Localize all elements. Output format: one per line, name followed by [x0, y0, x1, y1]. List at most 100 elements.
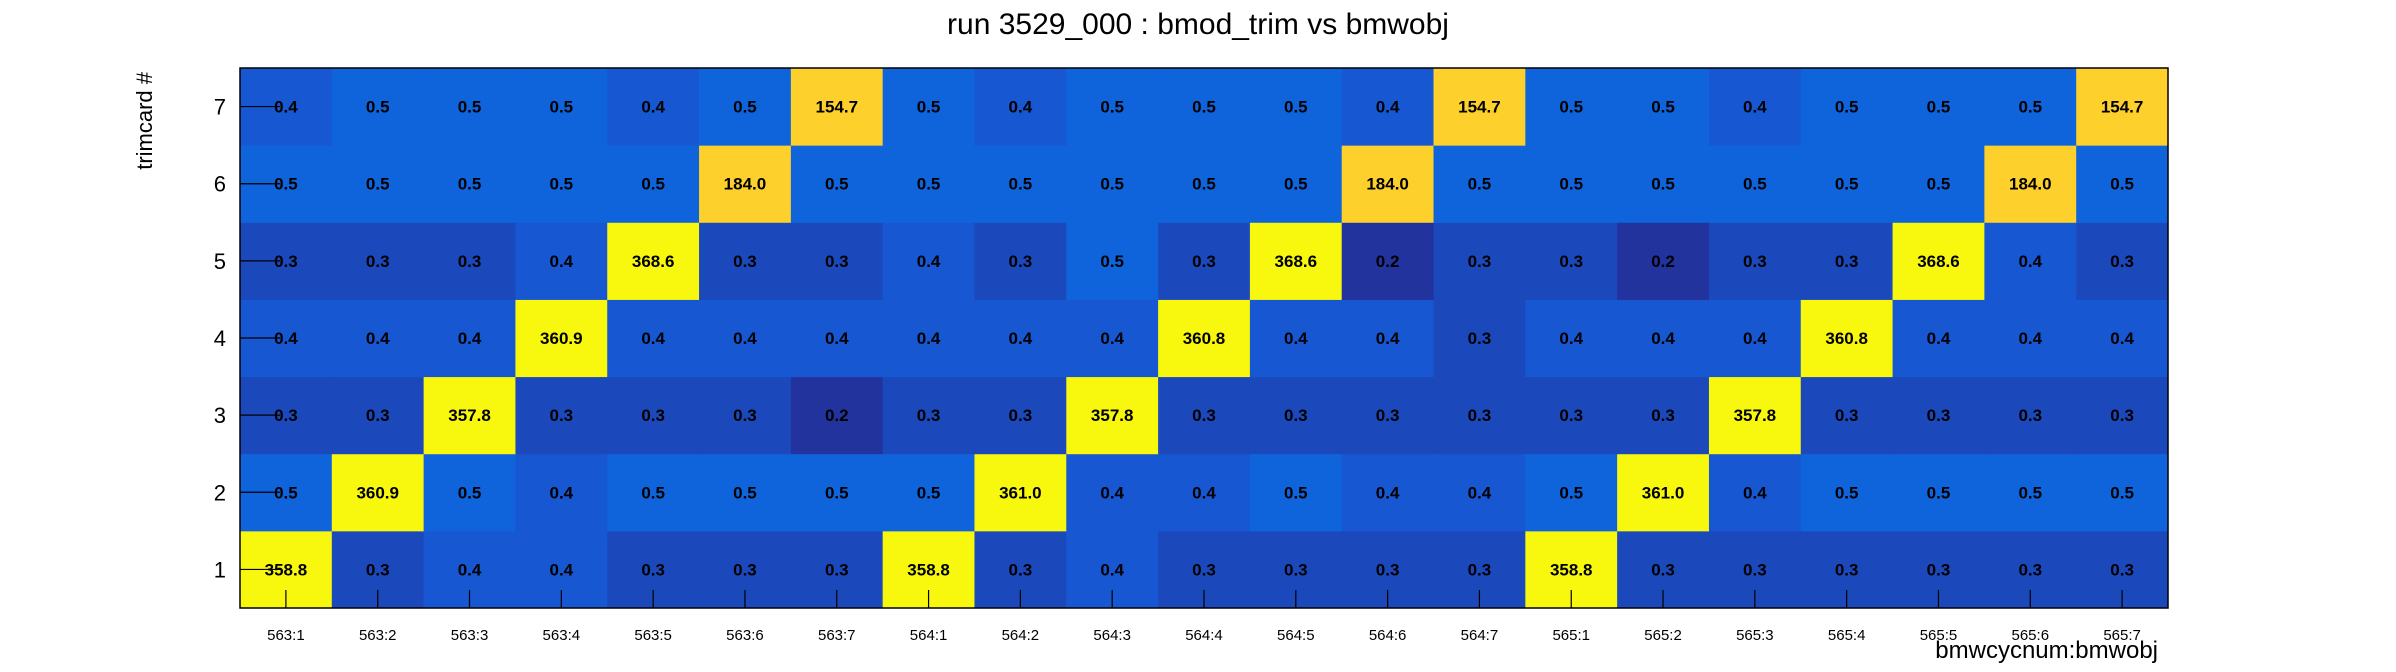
cell-value-label: 0.5: [1468, 175, 1492, 194]
heatmap-cell: [1708, 222, 1802, 300]
cell-value-label: 0.5: [1927, 175, 1951, 194]
heatmap-cell: [1800, 299, 1894, 378]
heatmap-cell: [1800, 145, 1894, 223]
heatmap-cell: [1341, 222, 1435, 300]
cell-value-label: 184.0: [1366, 175, 1409, 194]
cell-value-label: 0.3: [1009, 560, 1033, 579]
x-axis: 563:1 563:2 563:3 563:4 563:5 563:6 563:7 564:1…: [267, 590, 2141, 644]
cell-value-label: 154.7: [1458, 98, 1501, 117]
cell-value-label: 0.3: [733, 406, 757, 425]
cell-value-label: 0.4: [550, 252, 574, 271]
cell-value-label: 0.3: [733, 560, 757, 579]
cell-value-label: 0.3: [550, 406, 574, 425]
cell-value-label: 360.9: [540, 329, 583, 348]
heatmap-cell: [1525, 376, 1618, 455]
cell-value-label: 0.3: [1284, 560, 1308, 579]
heatmap-cell: [1341, 68, 1435, 146]
heatmap-cell: [974, 145, 1067, 223]
cell-value-label: 0.3: [274, 252, 298, 271]
cell-value-label: 0.4: [1100, 329, 1124, 348]
cell-value-label: 0.4: [733, 329, 757, 348]
cell-value-label: 0.5: [1100, 175, 1124, 194]
heatmap-cell: [423, 145, 516, 223]
cell-value-label: 0.4: [1376, 329, 1400, 348]
cell-value-label: 0.5: [1927, 98, 1951, 117]
cell-value-label: 0.3: [1468, 406, 1492, 425]
cell-value-label: 154.7: [815, 98, 858, 117]
x-tick-label: 565:2: [1644, 627, 1682, 644]
heatmap-cell: [974, 68, 1067, 146]
cell-value-label: 368.6: [1275, 252, 1318, 271]
y-axis-label: trimcard #: [132, 71, 157, 170]
y-tick-label: 1: [214, 557, 226, 582]
cell-value-label: 0.3: [1927, 560, 1951, 579]
cell-value-label: 184.0: [724, 175, 767, 194]
cell-value-label: 0.4: [1009, 98, 1033, 117]
heatmap-cell: [515, 68, 608, 146]
heatmap-cell: [1525, 299, 1618, 378]
cell-value-label: 0.4: [641, 329, 665, 348]
chart-title: run 3529_000 : bmod_trim vs bmwobj: [947, 8, 1449, 41]
heatmap-cell: [699, 376, 792, 455]
cell-value-label: 0.3: [825, 560, 849, 579]
cell-value-label: 0.3: [1927, 406, 1951, 425]
heatmap-cell: [1800, 222, 1894, 300]
cell-value-label: 0.3: [825, 252, 849, 271]
heatmap-cell: [699, 222, 792, 300]
x-tick-label: 563:6: [726, 627, 764, 644]
heatmap-cell: [1708, 145, 1802, 223]
cell-value-label: 0.5: [2110, 483, 2134, 502]
cell-value-label: 0.4: [2018, 252, 2042, 271]
cell-value-label: 0.3: [366, 252, 390, 271]
heatmap-cell: [1708, 68, 1802, 146]
heatmap-cell: [1708, 453, 1802, 532]
heatmap-cell: [974, 376, 1067, 455]
heatmap-cell: [882, 299, 975, 378]
heatmap-cell: [1525, 68, 1618, 146]
cell-value-label: 0.3: [274, 406, 298, 425]
cell-value-label: 0.3: [1192, 252, 1216, 271]
cell-value-label: 0.5: [1927, 483, 1951, 502]
cell-value-label: 0.4: [1009, 329, 1033, 348]
heatmap-cell: [1066, 222, 1159, 300]
heatmap-cell: [1341, 453, 1435, 532]
cell-value-label: 0.5: [825, 175, 849, 194]
cell-value-label: 0.5: [1100, 98, 1124, 117]
heatmap-cell: [1892, 453, 1985, 532]
cell-value-label: 0.5: [1192, 98, 1216, 117]
heatmap-cell: [1341, 376, 1435, 455]
heatmap-cell: [1341, 145, 1435, 223]
cell-value-label: 0.3: [917, 406, 941, 425]
heatmap-cell: [882, 145, 975, 223]
cell-value-label: 0.5: [641, 175, 665, 194]
cell-value-label: 0.2: [1376, 252, 1400, 271]
heatmap-cell: [699, 299, 792, 378]
heatmap-cells: 358.8 0.3 0.4 0.4 0.3 0.3 0.3 358.8 0.3 0.4 0.3 0.3…: [240, 68, 2169, 609]
heatmap-cell: [1617, 453, 1710, 532]
cell-value-label: 0.5: [1835, 175, 1859, 194]
cell-value-label: 0.3: [641, 560, 665, 579]
heatmap-cell: [1249, 376, 1343, 455]
cell-value-label: 357.8: [1734, 406, 1777, 425]
x-tick-label: 565:3: [1736, 627, 1774, 644]
heatmap-cell: [882, 68, 975, 146]
x-tick-label: 565:1: [1552, 627, 1590, 644]
heatmap-cell: [974, 453, 1067, 532]
heatmap-cell: [790, 453, 884, 532]
heatmap-cell: [1708, 376, 1802, 455]
cell-value-label: 0.3: [1559, 406, 1583, 425]
x-tick-label: 563:4: [543, 627, 581, 644]
cell-value-label: 0.5: [274, 175, 298, 194]
x-tick-label: 564:4: [1185, 627, 1223, 644]
cell-value-label: 0.3: [1743, 560, 1767, 579]
heatmap-cell: [1525, 222, 1618, 300]
heatmap-cell: [2076, 299, 2169, 378]
cell-value-label: 0.3: [1192, 406, 1216, 425]
heatmap-cell: [790, 68, 884, 146]
heatmap-cell: [331, 376, 425, 455]
cell-value-label: 0.3: [2110, 406, 2134, 425]
cell-value-label: 0.2: [1651, 252, 1675, 271]
cell-value-label: 0.3: [1376, 560, 1400, 579]
cell-value-label: 0.5: [1835, 483, 1859, 502]
cell-value-label: 0.5: [550, 175, 574, 194]
